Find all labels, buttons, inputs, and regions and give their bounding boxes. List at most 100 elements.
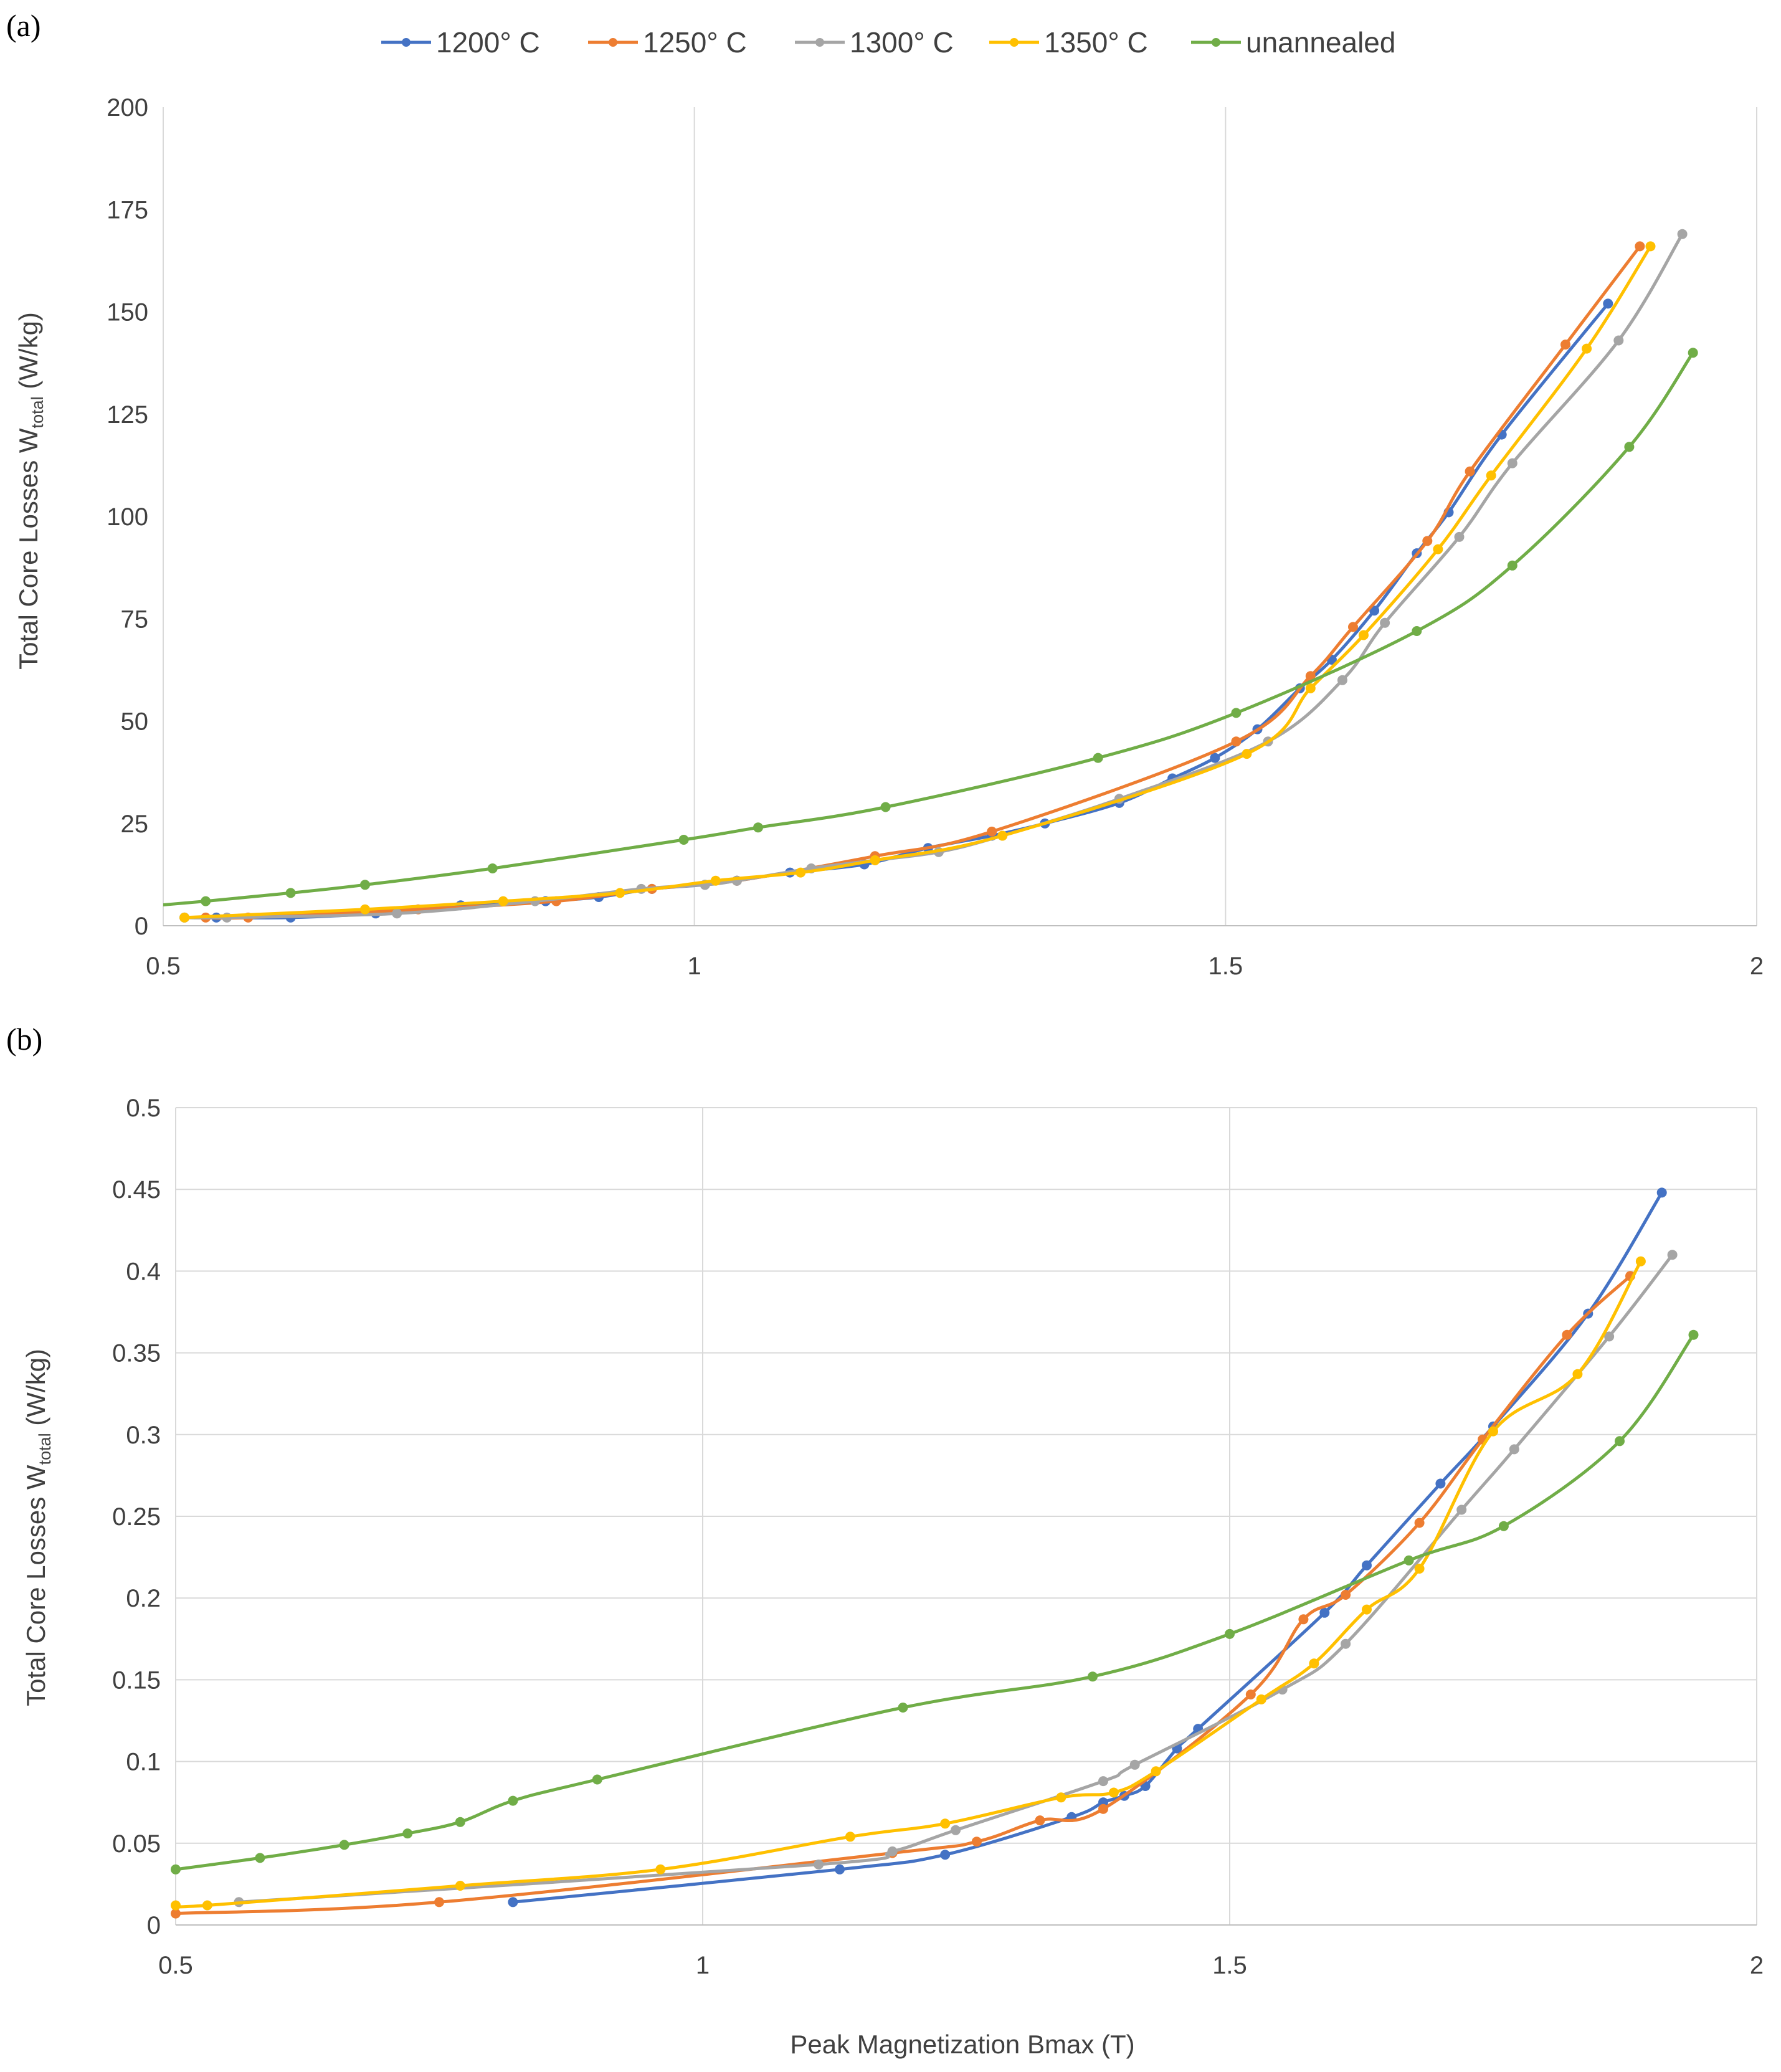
legend-label-1250: 1250° C [643, 26, 747, 59]
chart-b-point-1350c [1256, 1694, 1266, 1704]
chart-b-series-1200c [508, 1187, 1667, 1908]
chart-a-line-1250c [204, 244, 1641, 920]
legend-item-1300: 1300° C [795, 26, 954, 59]
chart-b-point-1350c [1488, 1426, 1498, 1437]
chart-a-series-1350c [179, 241, 1656, 923]
chart-a-line-1350c [183, 244, 1652, 920]
chart-a-gridlines [163, 107, 1757, 926]
chart-a-point-unannealed [1507, 560, 1517, 571]
chart-a-y-tick-label: 125 [107, 401, 148, 429]
chart-b-point-1250c [1245, 1689, 1256, 1699]
chart-b-point-1250c [1341, 1590, 1351, 1600]
chart-a-point-1350c [997, 830, 1008, 841]
chart-b-point-unannealed [508, 1795, 518, 1806]
chart-a-point-unannealed [1231, 708, 1242, 718]
chart-a-point-1350c [870, 855, 880, 865]
chart-a-point-1350c [498, 896, 508, 906]
chart-a-point-1250c [1635, 241, 1645, 252]
chart-b-series-1250c [171, 1271, 1635, 1919]
chart-b-x-tick-labels: 0.5 1 1.5 2 [158, 1952, 1764, 1979]
chart-a-point-1350c [1242, 749, 1252, 759]
chart-b-point-1350c [845, 1832, 855, 1842]
legend-item-unannealed: unannealed [1191, 26, 1395, 59]
chart-a-point-1250c [1422, 536, 1433, 546]
chart-a-x-tick-label: 1 [688, 953, 701, 980]
chart-b-point-1300c [887, 1846, 898, 1856]
chart-a-point-unannealed [201, 896, 211, 906]
chart-a-y-axis-title-main: Total Core Losses W [14, 428, 43, 670]
chart-b-line-1350c [176, 1260, 1643, 1909]
chart-a-y-tick-label: 75 [121, 606, 149, 633]
chart-b-point-unannealed [255, 1853, 265, 1863]
legend-marker-1350 [1010, 38, 1019, 47]
chart-b-point-1250c [171, 1908, 181, 1919]
chart-b-y-axis-title-main: Total Core Losses W [21, 1465, 50, 1706]
chart-a-point-1300c [1507, 458, 1517, 468]
chart-b-point-1350c [1362, 1604, 1372, 1615]
chart-a-point-1250c [987, 826, 997, 837]
chart-a-point-1350c [1486, 470, 1496, 481]
chart-a-point-unannealed [1093, 753, 1103, 763]
chart-b-point-1300c [1129, 1759, 1140, 1770]
chart-a-y-tick-label: 50 [121, 708, 149, 736]
chart-a-point-1350c [710, 875, 721, 886]
chart-b-series-unannealed [171, 1329, 1699, 1875]
chart-a-series [163, 229, 1698, 923]
chart-b-point-1350c [940, 1818, 951, 1829]
chart-b-y-tick-label: 0.3 [126, 1422, 161, 1449]
chart-b-series-1350c [171, 1256, 1646, 1911]
chart-a-y-axis-title-subscript: total [28, 396, 47, 428]
chart-a-point-1350c [1305, 683, 1316, 693]
chart-b-point-1200c [940, 1850, 951, 1860]
legend-label-1300: 1300° C [850, 26, 954, 59]
chart-a-point-1300c [392, 908, 402, 919]
chart-b-point-1300c [951, 1825, 961, 1835]
chart-b-point-1300c [1456, 1504, 1467, 1515]
chart-b-panel-label: (b) [6, 1022, 42, 1057]
chart-a-point-unannealed [487, 863, 498, 873]
legend-item-1200: 1200° C [381, 26, 540, 59]
chart-b-point-unannealed [1403, 1555, 1414, 1566]
chart-b-series-1300c [234, 1250, 1678, 1908]
chart-a-y-tick-label: 200 [107, 94, 148, 121]
chart-b-point-1250c [1035, 1815, 1045, 1826]
chart-b-point-1250c [434, 1897, 444, 1908]
chart-a-point-1200c [1210, 753, 1220, 763]
chart-b-y-tick-label: 0.4 [126, 1258, 161, 1285]
legend-item-1350: 1350° C [989, 26, 1148, 59]
chart-b-point-1250c [1298, 1614, 1309, 1625]
chart-a-point-1300c [1454, 531, 1465, 542]
legend: 1200° C 1250° C 1300° C 1350° C unanneal… [381, 26, 1395, 59]
chart-b-y-tick-label: 0.15 [112, 1666, 161, 1694]
chart-b-y-tick-label: 0.1 [126, 1749, 161, 1776]
chart-b-point-unannealed [1088, 1671, 1098, 1682]
chart-b-x-tick-label: 1.5 [1212, 1952, 1247, 1979]
chart-b-x-tick-label: 0.5 [158, 1952, 193, 1979]
chart-a-point-unannealed [1624, 442, 1635, 452]
chart-a-point-unannealed [753, 822, 763, 833]
chart-b-point-1200c [508, 1897, 518, 1908]
chart-a-point-1250c [1305, 671, 1316, 682]
chart-b-point-unannealed [1688, 1329, 1699, 1340]
chart-a-point-1350c [179, 912, 190, 923]
legend-label-unannealed: unannealed [1246, 26, 1395, 59]
chart-a-point-1350c [360, 904, 370, 915]
chart-b-point-1200c [1435, 1478, 1446, 1489]
chart-b-point-1350c [1414, 1564, 1425, 1574]
chart-b-series [171, 1187, 1699, 1919]
chart-a-point-1350c [1359, 630, 1369, 640]
chart-a-point-1200c [1603, 298, 1613, 309]
legend-label-1200: 1200° C [436, 26, 540, 59]
chart-b-y-tick-label: 0.45 [112, 1176, 161, 1204]
chart-b-point-unannealed [339, 1840, 349, 1850]
chart-b-point-1350c [1151, 1766, 1161, 1777]
chart-a-x-tick-label: 0.5 [146, 953, 181, 980]
legend-marker-1200 [402, 38, 411, 47]
chart-b-y-tick-label: 0.25 [112, 1503, 161, 1531]
chart-b-point-1350c [455, 1881, 465, 1891]
chart-b-point-1250c [1562, 1329, 1572, 1340]
chart-a-point-1300c [1380, 617, 1390, 628]
chart-b-point-unannealed [402, 1828, 413, 1839]
chart-a-y-tick-label: 175 [107, 196, 148, 224]
chart-b-point-unannealed [455, 1817, 465, 1827]
